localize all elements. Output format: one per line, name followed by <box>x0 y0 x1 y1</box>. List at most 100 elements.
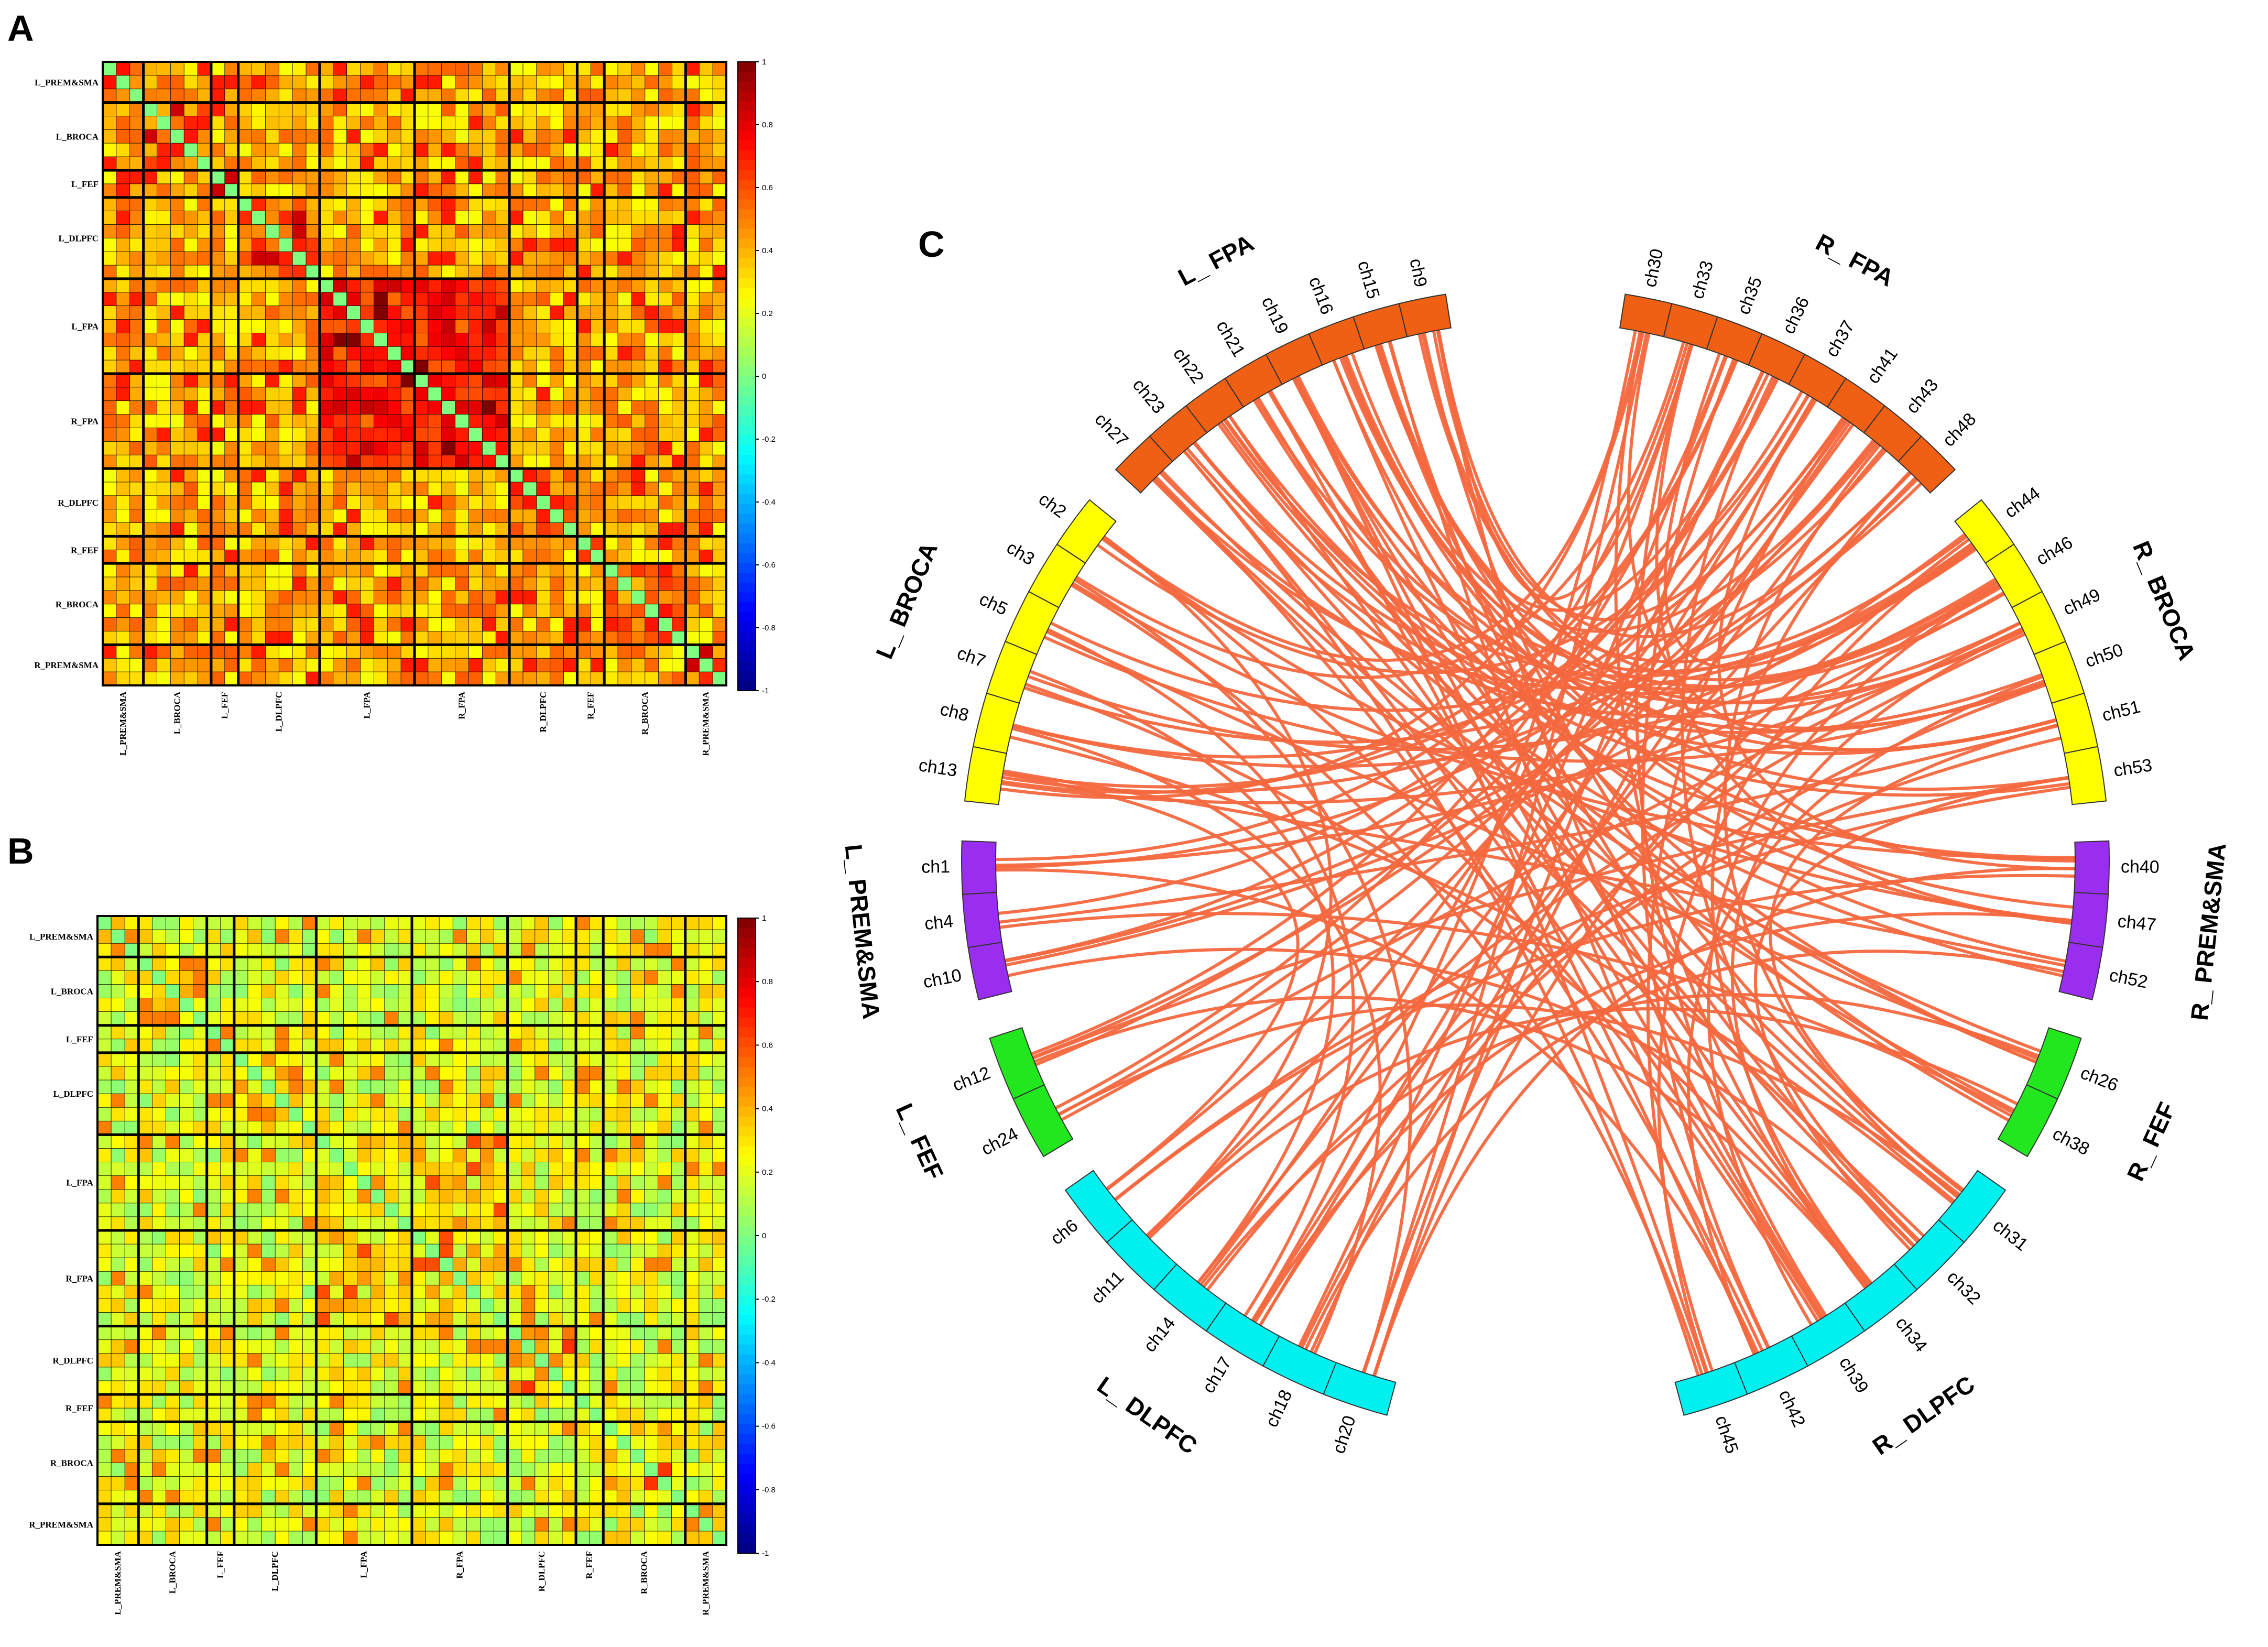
heatmap-cell <box>712 468 727 483</box>
region-label: R_ FEF <box>2121 1098 2180 1185</box>
heatmap-cell <box>522 359 537 374</box>
heatmap-cell <box>306 617 320 632</box>
heatmap-cell <box>589 1175 604 1190</box>
heatmap-cell <box>563 468 578 483</box>
heatmap-cell <box>441 468 456 483</box>
heatmap-cell <box>247 1367 262 1381</box>
heatmap-cell <box>166 1120 180 1136</box>
heatmap-cell <box>333 509 347 523</box>
colorbar-step <box>738 1106 756 1117</box>
heatmap-cell <box>370 1257 385 1272</box>
channel-label: ch24 <box>978 1124 1021 1159</box>
heatmap-cell <box>699 400 713 415</box>
heatmap-cell <box>288 1284 303 1300</box>
heatmap-cell <box>211 658 225 672</box>
heatmap-cell <box>211 156 225 171</box>
heatmap-cell <box>373 549 388 564</box>
heatmap-cell <box>414 536 429 550</box>
heatmap-cell <box>617 509 632 523</box>
heatmap-cell <box>616 915 631 930</box>
heatmap-cell <box>306 89 320 103</box>
heatmap-cell <box>384 943 399 957</box>
col-label: L_BROCA <box>172 691 182 734</box>
heatmap-cell <box>111 1134 125 1149</box>
heatmap-cell <box>617 116 632 130</box>
heatmap-cell <box>604 522 618 537</box>
heatmap-cell <box>658 400 673 415</box>
heatmap-cell <box>252 644 266 659</box>
heatmap-cell <box>535 1312 549 1327</box>
heatmap-cell <box>630 1107 645 1122</box>
heatmap-cell <box>425 1066 440 1081</box>
heatmap-cell <box>124 915 139 930</box>
heatmap-cell <box>157 102 171 117</box>
heatmap-cell <box>522 292 537 307</box>
heatmap-cell <box>439 1299 453 1313</box>
heatmap-cell <box>138 1025 153 1040</box>
heatmap-cell <box>672 522 686 537</box>
colorbar-step <box>738 1027 756 1038</box>
heatmap-cell <box>480 1025 495 1040</box>
heatmap-cell <box>97 998 112 1012</box>
heatmap-cell <box>211 224 225 238</box>
heatmap-cell <box>575 1435 590 1450</box>
heatmap-cell <box>672 346 686 361</box>
heatmap-cell <box>319 522 334 537</box>
heatmap-cell <box>129 549 144 564</box>
heatmap-cell <box>604 441 618 455</box>
heatmap-cell <box>522 373 537 388</box>
chord-segment-ch38 <box>1997 1084 2058 1158</box>
heatmap-cell <box>278 549 293 564</box>
heatmap-cell <box>536 278 551 293</box>
heatmap-cell <box>179 1107 194 1122</box>
heatmap-cell <box>398 915 412 930</box>
heatmap-cell <box>671 915 686 930</box>
heatmap-cell <box>672 143 686 157</box>
heatmap-cell <box>522 75 537 90</box>
heatmap-cell <box>302 1039 317 1053</box>
heatmap-cell <box>509 61 524 76</box>
heatmap-cell <box>234 1448 248 1464</box>
heatmap-cell <box>387 617 401 632</box>
heatmap-cell <box>157 441 171 455</box>
heatmap-cell <box>220 1463 235 1477</box>
heatmap-cell <box>414 265 429 279</box>
heatmap-cell <box>370 1367 385 1381</box>
heatmap-cell <box>480 1107 495 1122</box>
heatmap-cell <box>630 1463 645 1477</box>
heatmap-cell <box>495 617 510 632</box>
heatmap-cell <box>387 75 401 90</box>
heatmap-cell <box>97 1066 112 1081</box>
heatmap-cell <box>138 1394 153 1409</box>
chord-segment-ch48 <box>1898 435 1956 494</box>
heatmap-cell <box>603 1162 618 1176</box>
heatmap-cell <box>577 292 592 307</box>
heatmap-cell <box>495 576 510 591</box>
heatmap-cell <box>658 1353 672 1368</box>
heatmap-cell <box>370 1039 385 1053</box>
heatmap-cell <box>183 658 198 672</box>
heatmap-cell <box>603 1312 618 1327</box>
heatmap-cell <box>288 984 303 999</box>
heatmap-cell <box>247 1394 262 1409</box>
heatmap-cell <box>685 1284 700 1300</box>
heatmap-cell <box>550 183 564 198</box>
heatmap-cell <box>685 576 700 591</box>
heatmap-cell <box>302 1517 317 1532</box>
heatmap-cell <box>166 1421 180 1436</box>
heatmap-cell <box>261 984 276 999</box>
heatmap-cell <box>370 1490 385 1504</box>
heatmap-cell <box>685 129 700 144</box>
heatmap-cell <box>577 224 592 238</box>
heatmap-cell <box>494 1107 508 1122</box>
heatmap-cell <box>398 1066 412 1081</box>
heatmap-cell <box>315 1476 331 1491</box>
heatmap-cell <box>292 482 307 496</box>
heatmap-cell <box>630 1299 645 1313</box>
heatmap-cell <box>211 89 225 103</box>
chord-segment-ch13 <box>964 746 1007 805</box>
heatmap-cell <box>507 1244 522 1258</box>
heatmap-cell <box>616 998 631 1012</box>
heatmap-cell <box>197 400 212 415</box>
heatmap-cell <box>220 1503 235 1518</box>
